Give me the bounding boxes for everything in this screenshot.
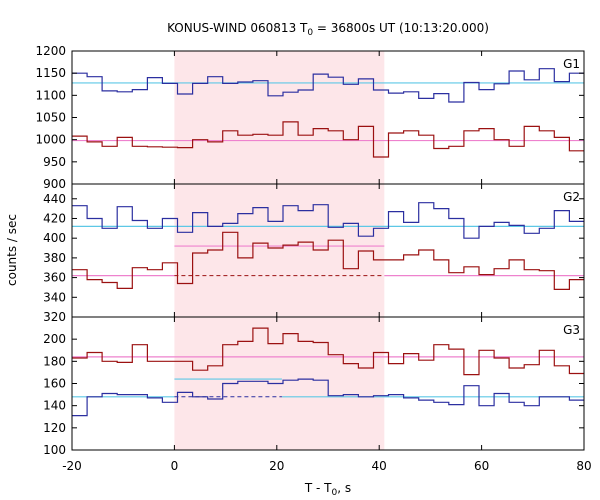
x-tick-label: 60 xyxy=(474,459,489,473)
series-blue-g3 xyxy=(72,378,584,417)
x-tick-label: -20 xyxy=(62,459,82,473)
y-tick-label: 400 xyxy=(43,231,66,245)
x-tick-label: 20 xyxy=(269,459,284,473)
chart-title: KONUS-WIND 060813 T0 = 36800s UT (10:13:… xyxy=(167,21,489,38)
y-tick-label: 120 xyxy=(43,421,66,435)
panel-label-g2: G2 xyxy=(563,190,580,204)
y-tick-label: 340 xyxy=(43,290,66,304)
y-axis-label: counts / sec xyxy=(5,214,19,286)
panel-label-g1: G1 xyxy=(563,57,580,71)
y-tick-label: 900 xyxy=(43,177,66,191)
highlight-band xyxy=(174,51,385,450)
series-red-g1 xyxy=(72,121,584,158)
y-tick-label: 100 xyxy=(43,443,66,457)
y-tick-label: 950 xyxy=(43,155,66,169)
series-red-g3 xyxy=(72,327,584,376)
y-tick-label: 140 xyxy=(43,399,66,413)
y-tick-label: 380 xyxy=(43,251,66,265)
y-tick-label: 360 xyxy=(43,271,66,285)
y-tick-label: 1000 xyxy=(35,133,66,147)
series-blue-g2 xyxy=(72,202,584,239)
y-tick-label: 1050 xyxy=(35,111,66,125)
y-tick-label: 1150 xyxy=(35,66,66,80)
x-tick-label: 40 xyxy=(372,459,387,473)
series-blue-g1 xyxy=(72,68,584,103)
x-axis-label: T - T0, s xyxy=(304,481,351,498)
highlight-layer xyxy=(174,51,385,450)
panel-label-g3: G3 xyxy=(563,323,580,337)
y-tick-label: 180 xyxy=(43,354,66,368)
series-layer xyxy=(72,68,584,417)
y-tick-label: 200 xyxy=(43,332,66,346)
series-red-g2 xyxy=(72,231,584,290)
y-tick-label: 1200 xyxy=(35,44,66,58)
x-tick-label: 80 xyxy=(576,459,591,473)
y-tick-label: 1100 xyxy=(35,88,66,102)
y-tick-label: 320 xyxy=(43,310,66,324)
y-tick-label: 420 xyxy=(43,211,66,225)
x-tick-label: 0 xyxy=(171,459,179,473)
y-tick-label: 440 xyxy=(43,192,66,206)
y-tick-label: 160 xyxy=(43,377,66,391)
axes-frame: 90095010001050110011501200G1320340360380… xyxy=(35,44,591,473)
